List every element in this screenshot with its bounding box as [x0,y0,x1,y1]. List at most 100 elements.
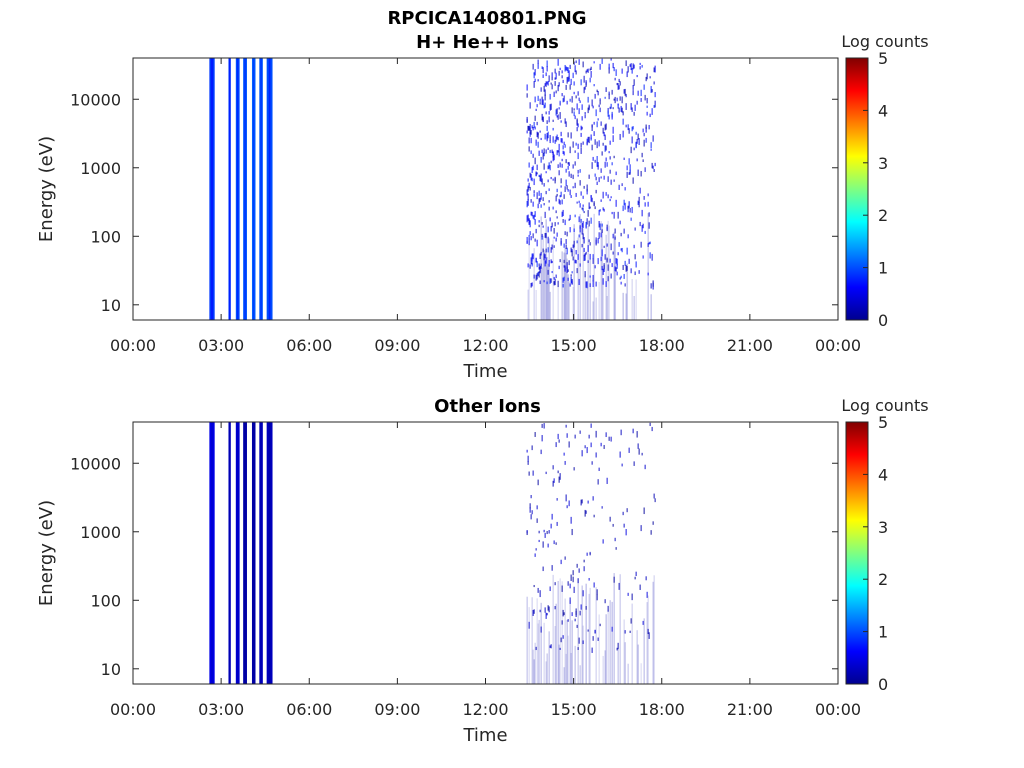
sparse-column [586,288,588,320]
sparse-pixel [529,123,531,130]
sparse-pixel [599,623,601,627]
sparse-pixel [538,198,540,204]
sparse-pixel [645,124,647,129]
sparse-column [565,653,567,684]
sparse-pixel [605,87,607,92]
sparse-pixel [536,273,538,280]
sparse-pixel [580,218,582,223]
burst-1 [209,58,215,320]
sparse-pixel [530,137,532,144]
sparse-pixel [543,85,545,92]
sparse-pixel [537,59,539,64]
sparse-pixel [556,115,558,118]
sparse-pixel [532,201,534,207]
sparse-pixel [544,607,546,613]
sparse-pixel [540,449,542,455]
burst-6 [259,422,263,684]
sparse-column [631,603,633,684]
sparse-pixel [539,175,541,182]
sparse-pixel [625,264,627,272]
sparse-pixel [614,228,616,234]
sparse-pixel [563,141,565,145]
sparse-pixel [557,470,559,474]
sparse-pixel [529,264,531,269]
sparse-pixel [574,214,576,218]
sparse-pixel [531,253,533,258]
sparse-pixel [643,132,645,137]
sparse-pixel [540,192,542,200]
sparse-column [567,635,569,684]
sparse-pixel [557,433,559,440]
sparse-pixel [629,208,631,213]
sparse-column [617,649,619,684]
sparse-pixel [533,193,535,197]
sparse-pixel [577,169,579,174]
sparse-pixel [582,195,584,199]
sparse-column [540,602,542,684]
sparse-pixel [615,547,617,550]
sparse-pixel [638,196,640,203]
sparse-pixel [563,276,565,281]
sparse-pixel [561,163,563,168]
sparse-pixel [566,262,568,269]
sparse-pixel [584,256,586,261]
sparse-pixel [568,260,570,266]
colorbar-tick-label: 2 [878,206,888,225]
sparse-pixel [631,136,633,144]
sparse-pixel [612,523,614,527]
sparse-pixel [642,223,644,229]
sparse-pixel [541,435,543,442]
sparse-pixel [558,150,560,157]
sparse-column [561,581,563,684]
sparse-pixel [544,211,546,219]
sparse-pixel [563,452,565,456]
sparse-pixel [563,265,565,268]
sparse-pixel [542,248,544,253]
sparse-pixel [530,199,532,203]
sparse-column [558,644,560,684]
sparse-pixel [567,581,569,586]
sparse-pixel [565,424,567,428]
sparse-pixel [543,529,545,533]
sparse-pixel [600,176,602,179]
sparse-pixel [548,116,550,123]
sparse-pixel [588,577,590,581]
sparse-pixel [566,77,568,84]
sparse-column [623,619,625,684]
sparse-pixel [597,162,599,167]
sparse-pixel [546,136,548,140]
sparse-pixel [588,174,590,179]
sparse-pixel [548,188,550,191]
sparse-pixel [596,89,598,93]
sparse-pixel [546,60,548,68]
sparse-pixel [612,107,614,110]
sparse-pixel [602,278,604,285]
sparse-column [563,667,565,684]
sparse-pixel [610,243,612,251]
sparse-column [577,237,579,320]
sparse-pixel [592,280,594,288]
sparse-pixel [553,540,555,545]
sparse-pixel [528,218,530,225]
sparse-pixel [579,430,581,434]
sparse-pixel [538,266,540,270]
sparse-pixel [589,275,591,278]
sparse-pixel [654,92,656,98]
sparse-pixel [580,147,582,154]
sparse-pixel [535,171,537,177]
sparse-pixel [556,150,558,156]
sparse-pixel [562,283,564,288]
sparse-pixel [545,612,547,619]
y-axis-label: Energy (eV) [36,500,57,606]
sparse-pixel [550,226,552,232]
sparse-pixel [551,72,553,78]
sparse-pixel [564,64,566,72]
sparse-pixel [594,173,596,177]
sparse-pixel [571,612,573,617]
sparse-pixel [585,606,587,610]
sparse-pixel [606,477,608,484]
sparse-pixel [600,232,602,238]
sparse-pixel [585,80,587,86]
sparse-pixel [547,543,549,548]
sparse-pixel [543,253,545,261]
